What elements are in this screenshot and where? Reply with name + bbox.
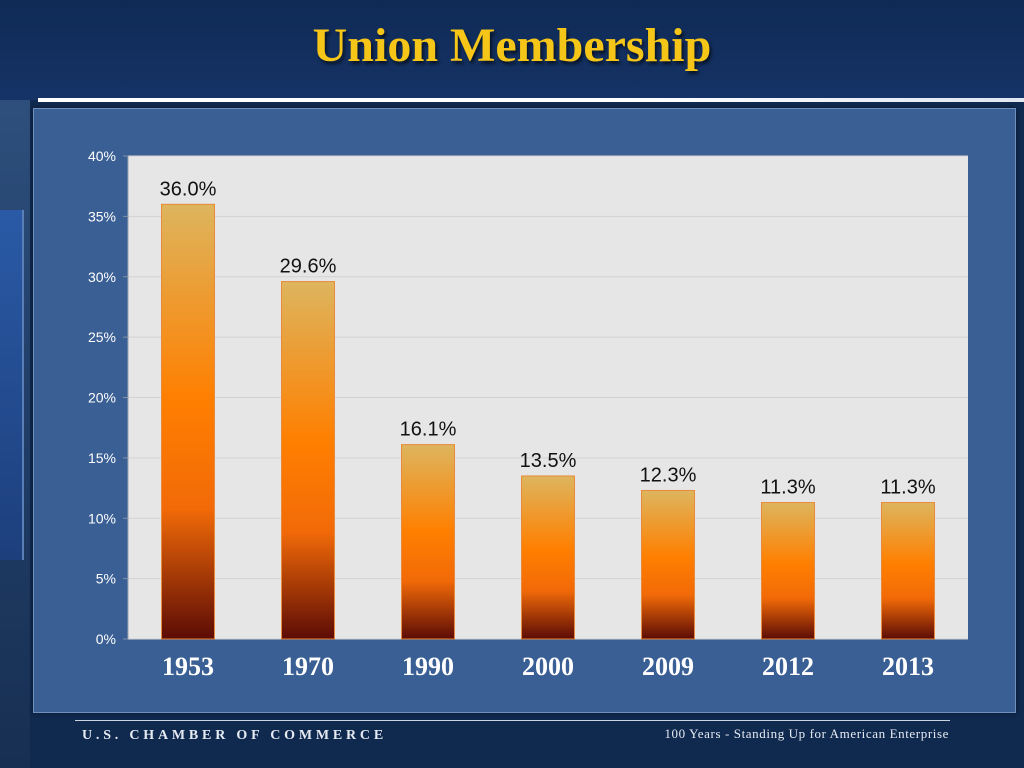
data-label-2012: 11.3% <box>760 477 815 499</box>
bar-1990 <box>401 444 455 640</box>
bar-2013 <box>881 502 935 640</box>
side-banner-image <box>0 210 24 560</box>
x-tick-label-1990: 1990 <box>402 652 454 681</box>
x-axis-labels: 1953 1970 1990 2000 2009 2012 2013 <box>162 652 934 681</box>
data-label-1970: 29.6% <box>280 256 337 278</box>
y-tick-label: 20% <box>88 390 116 406</box>
y-tick-label: 0% <box>96 631 116 647</box>
data-label-1990: 16.1% <box>400 419 457 441</box>
x-tick-label-2013: 2013 <box>882 652 934 681</box>
x-tick-label-1953: 1953 <box>162 652 214 681</box>
y-tick-label: 30% <box>88 269 116 285</box>
title-divider <box>38 98 1024 102</box>
y-axis-labels: 0% 5% 10% 15% 20% 25% 30% 35% 40% <box>88 148 116 647</box>
y-tick-label: 25% <box>88 329 116 345</box>
footer-divider <box>75 720 950 721</box>
slide-title: Union Membership <box>312 19 712 72</box>
y-tick-label: 5% <box>96 571 116 587</box>
bar-2009 <box>641 489 695 640</box>
bar-1970 <box>281 281 335 640</box>
data-label-2000: 13.5% <box>520 450 577 472</box>
data-label-2013: 11.3% <box>880 477 935 499</box>
header-background <box>0 0 1024 100</box>
bar-chart: 0% 5% 10% 15% 20% 25% 30% 35% 40% 1953 1970 1990 20… <box>88 148 968 681</box>
chart-panel: 0% 5% 10% 15% 20% 25% 30% 35% 40% 1953 1970 1990 20… <box>33 108 1016 713</box>
x-tick-label-2012: 2012 <box>762 652 814 681</box>
data-label-1953: 36.0% <box>160 178 217 200</box>
bars <box>161 203 935 640</box>
x-tick-label-2009: 2009 <box>642 652 694 681</box>
y-tick-label: 10% <box>88 510 116 526</box>
bar-2012 <box>761 502 815 640</box>
footer-tagline: 100 Years - Standing Up for American Ent… <box>664 726 949 741</box>
x-tick-label-2000: 2000 <box>522 652 574 681</box>
y-tick-label: 40% <box>88 148 116 164</box>
data-labels: 36.0% 29.6% 16.1% 13.5% 12.3% 11.3% 11.3% <box>160 178 936 498</box>
bar-2000 <box>521 475 575 640</box>
bar-1953 <box>161 203 215 640</box>
x-tick-label-1970: 1970 <box>282 652 334 681</box>
data-label-2009: 12.3% <box>640 464 697 486</box>
y-tick-label: 15% <box>88 450 116 466</box>
y-tick-label: 35% <box>88 208 116 224</box>
footer-organization: U.S. CHAMBER OF COMMERCE <box>82 728 387 743</box>
